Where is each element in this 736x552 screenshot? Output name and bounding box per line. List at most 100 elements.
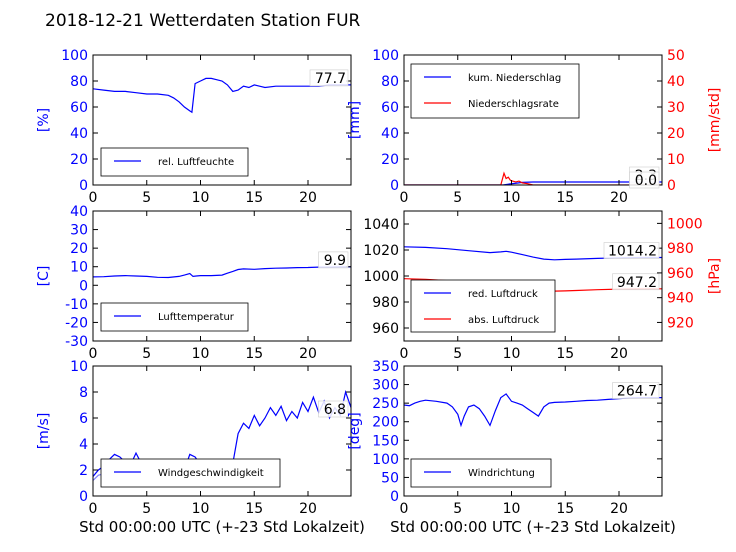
y-axis-label: [%] [36, 108, 52, 132]
x-tick-label: 10 [503, 346, 521, 362]
x-tick-label: 10 [503, 501, 521, 517]
y-tick-label: 0 [79, 489, 88, 505]
legend-entry: abs. Luftdruck [468, 315, 539, 326]
y-tick-label: 250 [372, 396, 399, 412]
y-right-tick-label: 30 [667, 100, 685, 116]
y-tick-label: 0 [79, 278, 88, 294]
y-tick-label: 10 [70, 260, 88, 276]
series-line-pressure-0 [404, 246, 662, 261]
legend-entry: kum. Niederschlag [468, 73, 561, 84]
last-value-label: 1014.2 [608, 244, 657, 260]
axes-frame [92, 210, 352, 342]
y-tick-label: 980 [372, 295, 399, 311]
x-tick-label: 15 [556, 501, 574, 517]
y-tick-label: 60 [70, 100, 88, 116]
y-right-tick-label: 960 [667, 266, 694, 282]
y-tick-label: 0 [390, 178, 399, 194]
y-tick-label: 0 [79, 178, 88, 194]
panel-pressure: 0 5 10 15 20 960 980 1000 1020 1040 920 940 960 980 10… [363, 210, 723, 362]
legend-box [100, 458, 281, 488]
y-axis-label: [deg] [347, 412, 363, 449]
y-right-tick-label: 980 [667, 241, 694, 257]
x-tick-label: 0 [400, 190, 409, 206]
y-axis-label: [m/s] [36, 413, 52, 450]
last-value-box [318, 251, 349, 269]
legend-entry: red. Luftdruck [468, 289, 538, 300]
last-value-box [603, 242, 660, 259]
y-tick-label: 2 [79, 463, 88, 479]
y-tick-label: 350 [372, 359, 399, 375]
y-tick-label: 4 [79, 437, 88, 453]
x-tick-label: 20 [299, 346, 317, 362]
y-right-tick-label: 40 [667, 74, 685, 90]
series-line-humidity-0 [93, 77, 351, 114]
y-tick-label: -30 [65, 334, 88, 350]
last-value-label: 264.7 [617, 384, 657, 400]
y-tick-label: 200 [372, 415, 399, 431]
last-value-label: 0.0 [635, 173, 657, 189]
y-tick-label: 0 [390, 489, 399, 505]
y-tick-label: 20 [70, 241, 88, 257]
y-tick-label: -10 [65, 297, 88, 313]
y-right-tick-label: 50 [667, 48, 685, 64]
y-right-tick-label: 20 [667, 126, 685, 142]
panel-precipitation: 0 5 10 15 20 0 20 40 60 80 100 0 10 20 30 40 50 [mm] [mm/s… [347, 48, 723, 206]
x-tick-label: 0 [89, 501, 98, 517]
x-tick-label: 10 [192, 346, 210, 362]
x-tick-label: 10 [192, 190, 210, 206]
x-tick-label: 0 [400, 346, 409, 362]
legend-box [100, 302, 249, 332]
y-tick-label: 150 [372, 433, 399, 449]
y-tick-label: 8 [79, 385, 88, 401]
y-tick-label: 1040 [363, 217, 399, 233]
x-tick-label: 5 [142, 190, 151, 206]
legend: Windgeschwindigkeit [100, 458, 281, 488]
series-line-precipitation-0 [404, 181, 662, 185]
x-tick-label: 15 [245, 346, 263, 362]
y-tick-label: 20 [70, 152, 88, 168]
x-tick-label: 15 [556, 190, 574, 206]
last-value-box [612, 382, 660, 399]
legend: rel. Luftfeuchte [100, 147, 249, 177]
y-tick-label: 300 [372, 378, 399, 394]
axes-frame [403, 365, 663, 497]
y-axis-right-label: [hPa] [707, 258, 723, 294]
y-right-tick-label: 940 [667, 291, 694, 307]
y-tick-label: 1000 [363, 269, 399, 285]
panel-temperature: 0 5 10 15 20 -30 -20 -10 0 10 20 30 40 [C] Lufttempera… [36, 204, 352, 362]
x-tick-label: 15 [245, 190, 263, 206]
legend-box [100, 147, 249, 177]
legend-entry: Niederschlagsrate [468, 99, 559, 110]
y-axis-label: [mm] [347, 101, 363, 139]
y-tick-label: 40 [381, 126, 399, 142]
last-value-box [612, 273, 660, 291]
y-tick-label: 30 [70, 223, 88, 239]
x-tick-label: 5 [453, 190, 462, 206]
y-tick-label: 40 [70, 204, 88, 220]
panel-humidity: 0 5 10 15 20 0 20 40 60 80 100 [%] rel. Luftfeuchte 7… [36, 48, 352, 206]
legend-box [410, 63, 580, 119]
x-tick-label: 10 [503, 190, 521, 206]
legend-entry: rel. Luftfeuchte [158, 157, 234, 168]
series-line-temperature-0 [93, 266, 351, 279]
legend-entry: Windrichtung [468, 468, 535, 479]
y-tick-label: 100 [61, 48, 88, 64]
x-tick-label: 20 [610, 190, 628, 206]
legend: kum. Niederschlag Niederschlagsrate [410, 63, 580, 119]
legend: Lufttemperatur [100, 302, 249, 332]
legend: Windrichtung [410, 458, 552, 488]
series-line-winddirection-0 [404, 393, 662, 428]
legend: red. Luftdruck abs. Luftdruck [410, 279, 556, 333]
y-tick-label: 10 [70, 359, 88, 375]
last-value-box [629, 171, 660, 189]
legend-entry: Windgeschwindigkeit [158, 468, 264, 479]
x-tick-label: 20 [610, 346, 628, 362]
x-tick-label: 15 [245, 501, 263, 517]
legend-box [410, 458, 552, 488]
x-tick-label: 20 [299, 190, 317, 206]
y-tick-label: 100 [372, 48, 399, 64]
y-tick-label: -20 [65, 315, 88, 331]
x-tick-label: 15 [556, 346, 574, 362]
